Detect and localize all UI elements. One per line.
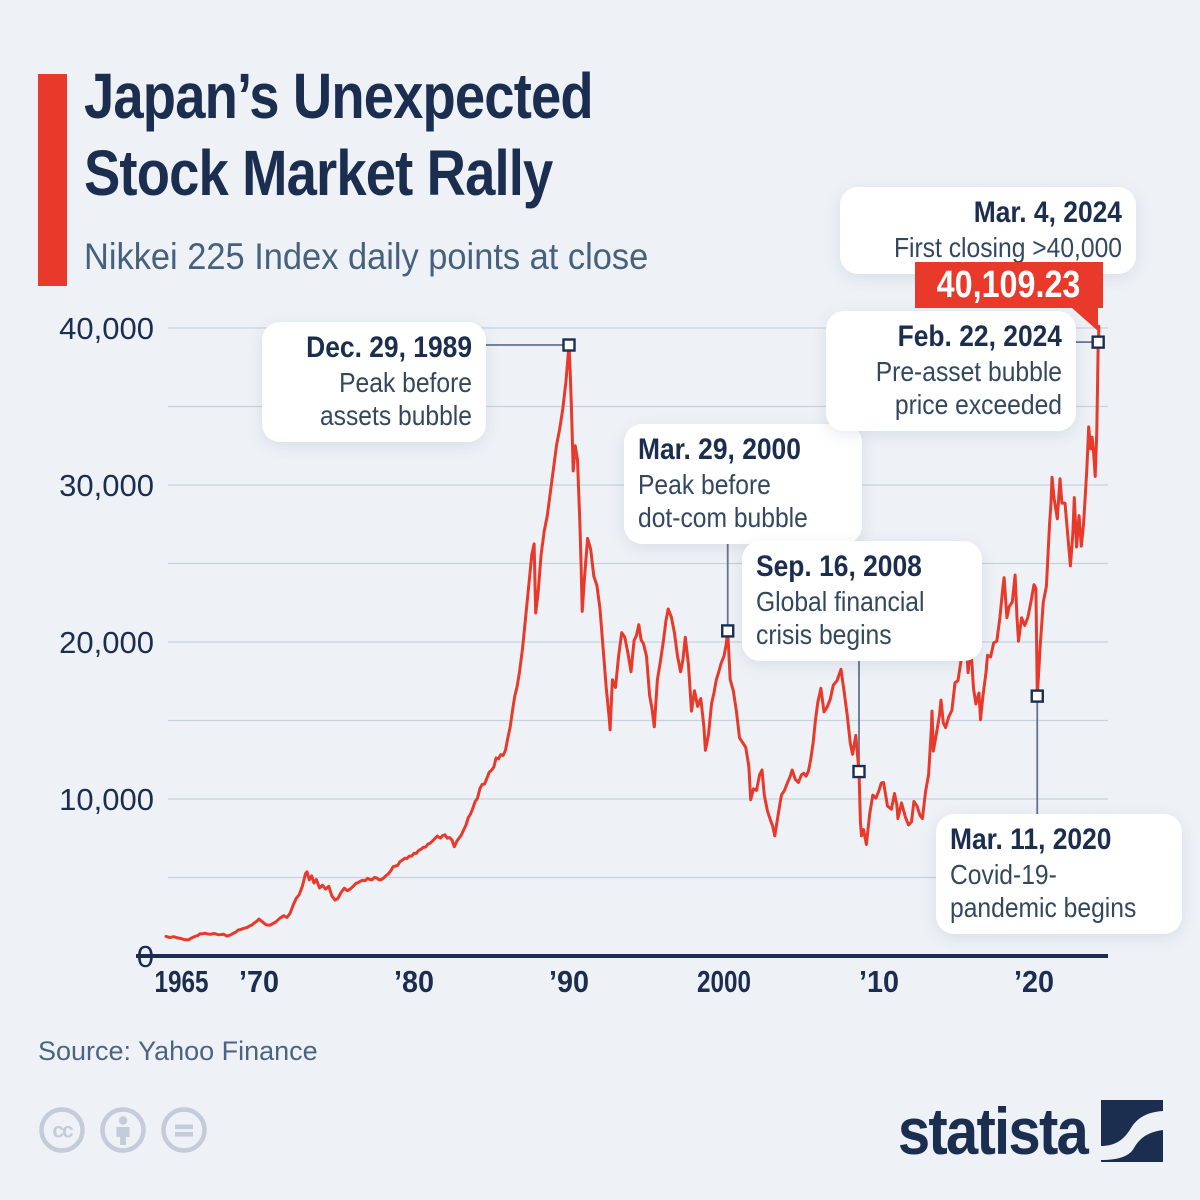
source-note: Source: Yahoo Finance — [38, 1036, 318, 1066]
title-line-2: Stock Market Rally — [84, 137, 553, 209]
y-tick-label: 40,000 — [59, 311, 154, 346]
x-tick-label: ’20 — [1014, 964, 1054, 999]
statista-logo-icon — [1101, 1100, 1163, 1162]
y-tick-label: 30,000 — [59, 468, 154, 503]
event-marker — [721, 624, 735, 638]
attribution-icon — [100, 1107, 146, 1153]
title-accent-bar — [38, 74, 67, 286]
annotation-date: Mar. 11, 2020 — [950, 823, 1112, 856]
x-tick-label: ’10 — [859, 964, 899, 999]
cc-icon: cc — [39, 1107, 85, 1153]
annotation-date: Feb. 22, 2024 — [897, 320, 1062, 353]
title-line-1: Japan’s Unexpected — [84, 60, 594, 132]
annotation-date: Mar. 4, 2024 — [973, 196, 1122, 229]
y-tick-label: 20,000 — [59, 625, 154, 660]
x-tick-label: ’90 — [549, 964, 589, 999]
statista-logo: statista — [872, 1098, 1163, 1164]
annotation-prebubble-2024: Feb. 22, 2024 Pre-asset bubble price exc… — [826, 311, 1076, 431]
annotation-dotcom-2000: Mar. 29, 2000 Peak before dot-com bubble — [624, 424, 862, 544]
annotation-date: Dec. 29, 1989 — [306, 331, 472, 364]
annotation-crisis-2008: Sep. 16, 2008 Global financial crisis be… — [742, 541, 982, 661]
x-tick-label: 2000 — [697, 964, 751, 999]
event-marker — [852, 764, 866, 779]
record-value: 40,109.23 — [937, 263, 1081, 306]
annotation-covid-2020: Mar. 11, 2020 Covid-19- pandemic begins — [936, 814, 1182, 934]
event-marker — [1030, 689, 1044, 703]
chart-subtitle: Nikkei 225 Index daily points at close — [84, 236, 649, 277]
annotation-peak-1989: Dec. 29, 1989 Peak before assets bubble — [262, 322, 486, 442]
x-tick-label: ’70 — [239, 964, 279, 999]
x-tick-label: 1965 — [155, 964, 209, 999]
svg-text:cc: cc — [52, 1120, 74, 1143]
annotation-date: Sep. 16, 2008 — [756, 550, 922, 583]
nd-icon — [161, 1107, 207, 1153]
page-title: Japan’s Unexpected Stock Market Rally — [84, 58, 594, 212]
record-value-badge: 40,109.23 — [915, 262, 1103, 331]
annotation-record-2024: Mar. 4, 2024 First closing >40,000 — [840, 187, 1136, 274]
y-tick-label: 0 — [137, 939, 154, 974]
license-icons: cc — [38, 1106, 208, 1154]
event-marker — [562, 338, 576, 352]
y-tick-label: 10,000 — [59, 782, 154, 817]
statista-wordmark: statista — [897, 1094, 1089, 1168]
x-tick-label: ’80 — [394, 964, 434, 999]
event-marker — [1091, 335, 1105, 349]
annotation-date: Mar. 29, 2000 — [638, 433, 801, 466]
